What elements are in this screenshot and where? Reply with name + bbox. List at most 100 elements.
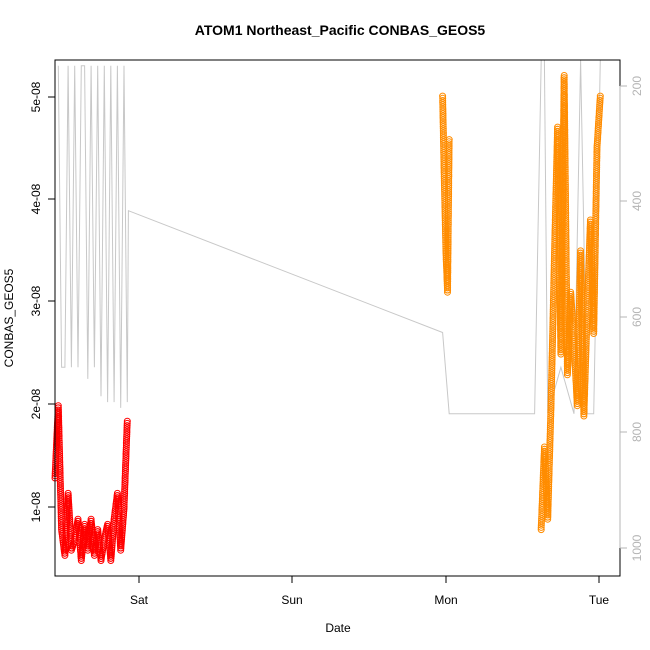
- data-point-s2: [591, 249, 599, 257]
- data-point-s2: [593, 155, 601, 163]
- data-point-s2: [562, 275, 570, 283]
- data-point-s2: [587, 240, 595, 248]
- data-point-s2: [544, 511, 552, 519]
- data-point-s2: [444, 258, 452, 266]
- data-point-s2: [548, 373, 556, 381]
- y-axis-label: CONBAS_GEOS5: [2, 268, 16, 367]
- data-point-s1: [114, 492, 121, 500]
- data-point-s2: [549, 336, 556, 344]
- x-tick-label-sun: Sun: [281, 593, 302, 607]
- data-point-s2: [445, 160, 453, 168]
- data-point-s2: [577, 260, 585, 268]
- data-point-s2: [593, 163, 601, 171]
- data-point-s1: [123, 419, 131, 427]
- data-point-s1: [66, 516, 74, 524]
- data-point-s2: [578, 314, 586, 322]
- data-point-s2: [582, 353, 590, 361]
- data-point-s1: [56, 482, 64, 490]
- data-point-s2: [582, 340, 590, 348]
- data-point-s2: [561, 176, 569, 184]
- data-point-s2: [554, 167, 562, 175]
- data-point-s1: [122, 439, 130, 447]
- data-point-s2: [445, 188, 453, 196]
- data-point-s2: [445, 186, 453, 194]
- data-point-s2: [551, 249, 558, 257]
- data-point-s2: [562, 259, 570, 267]
- data-point-s2: [561, 137, 569, 145]
- y-tick-label-5: 5e-08: [29, 81, 43, 112]
- data-point-s2: [550, 257, 558, 265]
- data-point-s2: [549, 323, 557, 331]
- data-point-s1: [123, 426, 131, 434]
- data-point-s2: [580, 406, 588, 413]
- data-point-s1: [56, 450, 64, 457]
- data-point-s2: [560, 74, 568, 82]
- data-point-s2: [562, 224, 570, 232]
- data-point-s2: [442, 249, 450, 257]
- data-point-s2: [445, 138, 453, 146]
- data-point-s1: [56, 463, 64, 471]
- data-point-s1: [114, 496, 122, 504]
- data-point-s2: [561, 115, 569, 123]
- data-point-s2: [561, 109, 569, 117]
- data-point-s2: [439, 125, 447, 133]
- data-point-s2: [554, 158, 562, 166]
- data-point-s2: [596, 99, 604, 107]
- data-point-s2: [580, 397, 588, 405]
- data-point-s2: [444, 282, 452, 290]
- data-point-s1: [122, 448, 130, 456]
- data-point-s2: [550, 290, 558, 298]
- data-point-s2: [589, 288, 596, 296]
- data-point-s1: [107, 552, 115, 560]
- data-point-s2: [545, 463, 553, 471]
- data-point-s2: [590, 308, 598, 316]
- data-point-s2: [591, 266, 599, 274]
- data-point-s2: [582, 355, 590, 363]
- data-point-s2: [581, 381, 589, 389]
- data-point-s2: [561, 159, 569, 167]
- data-point-s2: [545, 469, 553, 477]
- data-point-s2: [546, 424, 554, 432]
- data-point-s2: [442, 247, 450, 255]
- data-point-s2: [551, 246, 559, 254]
- y2-tick-label-2: 400: [630, 191, 644, 211]
- data-point-s2: [561, 152, 569, 160]
- data-point-s2: [562, 264, 570, 272]
- data-point-s2: [558, 291, 566, 299]
- data-point-s2: [561, 168, 569, 176]
- data-point-s2: [561, 120, 569, 127]
- data-point-s2: [577, 269, 585, 277]
- data-point-s2: [581, 373, 589, 380]
- data-point-s2: [561, 128, 569, 136]
- data-point-s2: [582, 357, 590, 365]
- data-point-s2: [444, 238, 452, 246]
- data-point-s2: [581, 384, 589, 391]
- data-point-s2: [562, 253, 570, 261]
- data-point-s2: [582, 348, 590, 356]
- data-point-s2: [554, 169, 562, 177]
- data-point-s2: [444, 216, 452, 224]
- data-point-s2: [445, 190, 453, 198]
- data-point-s2: [562, 238, 570, 245]
- data-point-s2: [550, 295, 557, 302]
- data-point-s1: [121, 472, 129, 480]
- data-point-s2: [592, 183, 600, 191]
- data-point-s1: [120, 505, 128, 513]
- data-point-s2: [545, 474, 553, 482]
- data-point-s2: [593, 174, 600, 182]
- data-point-s1: [108, 544, 116, 551]
- data-point-s2: [549, 316, 557, 324]
- data-point-s2: [568, 305, 576, 313]
- data-point-s2: [581, 386, 589, 394]
- x-tick-label-tue: Tue: [589, 593, 610, 607]
- data-point-s2: [580, 395, 588, 402]
- data-point-s2: [562, 203, 570, 211]
- data-point-s2: [587, 249, 595, 257]
- data-point-s2: [548, 365, 556, 372]
- data-point-s2: [581, 379, 589, 387]
- data-point-s2: [581, 392, 588, 400]
- data-point-s2: [564, 362, 572, 370]
- data-point-s1: [117, 540, 125, 548]
- data-point-s2: [577, 275, 585, 283]
- data-point-s2: [560, 96, 568, 103]
